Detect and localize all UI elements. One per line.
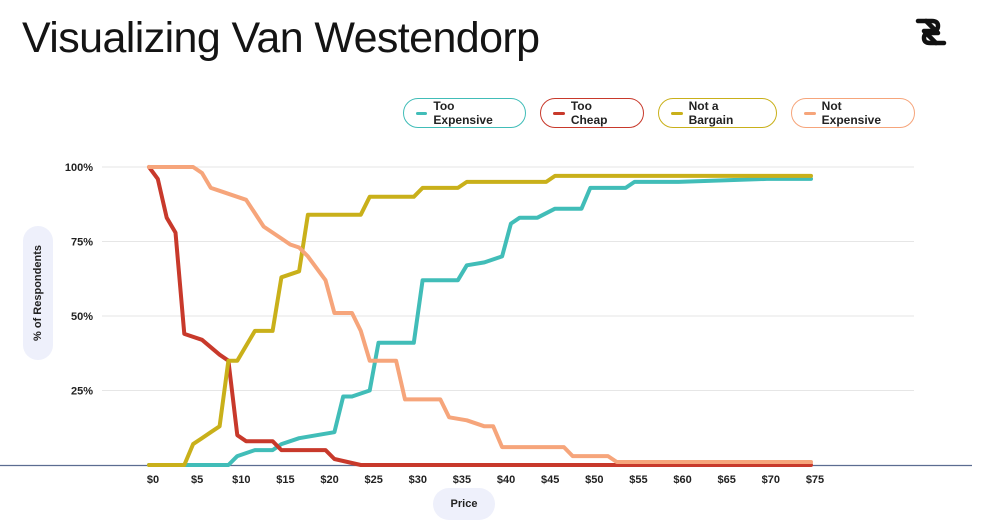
y-tick-label: 50%: [71, 311, 93, 323]
legend-swatch-icon: [804, 111, 816, 115]
y-tick-label: 25%: [71, 386, 93, 398]
x-tick-label: $50: [585, 474, 603, 486]
series-line-not-a-bargain: [147, 173, 813, 467]
x-tick-label: $0: [147, 474, 159, 486]
legend-label: Too Cheap: [570, 99, 608, 127]
x-tick-label: $40: [497, 474, 515, 486]
series-line-too-expensive: [147, 176, 813, 467]
chart-legend: Too Expensive Too Cheap Not a Bargain No…: [403, 98, 915, 128]
series-line-too-cheap: [147, 165, 813, 467]
x-tick-label: $60: [673, 474, 691, 486]
brand-logo-icon: [915, 18, 947, 46]
x-tick-label: $30: [409, 474, 427, 486]
legend-label: Too Expensive: [433, 99, 493, 127]
legend-label: Not Expensive: [821, 99, 882, 127]
legend-item-too-expensive[interactable]: Too Expensive: [403, 98, 526, 128]
legend-swatch-icon: [416, 111, 428, 115]
x-tick-label: $45: [541, 474, 559, 486]
y-axis-label-pill: [23, 226, 53, 360]
legend-label: Not a Bargain: [688, 99, 734, 127]
x-tick-label: $65: [718, 474, 736, 486]
y-tick-label: 75%: [71, 237, 93, 249]
x-tick-label: $25: [364, 474, 382, 486]
legend-swatch-icon: [671, 111, 683, 115]
x-tick-label: $55: [629, 474, 647, 486]
legend-item-too-cheap[interactable]: Too Cheap: [540, 98, 644, 128]
legend-swatch-icon: [553, 111, 565, 115]
series-line-not-expensive: [147, 165, 813, 464]
x-axis-label: Price: [433, 488, 495, 520]
x-tick-label: $5: [191, 474, 203, 486]
x-tick-label: $75: [806, 474, 824, 486]
x-tick-label: $10: [232, 474, 250, 486]
x-tick-label: $15: [276, 474, 294, 486]
x-tick-label: $20: [320, 474, 338, 486]
legend-item-not-expensive[interactable]: Not Expensive: [791, 98, 915, 128]
legend-item-not-a-bargain[interactable]: Not a Bargain: [658, 98, 777, 128]
x-tick-label: $70: [762, 474, 780, 486]
page-title: Visualizing Van Westendorp: [22, 14, 540, 62]
x-tick-label: $35: [453, 474, 471, 486]
y-tick-label: 100%: [65, 162, 93, 174]
